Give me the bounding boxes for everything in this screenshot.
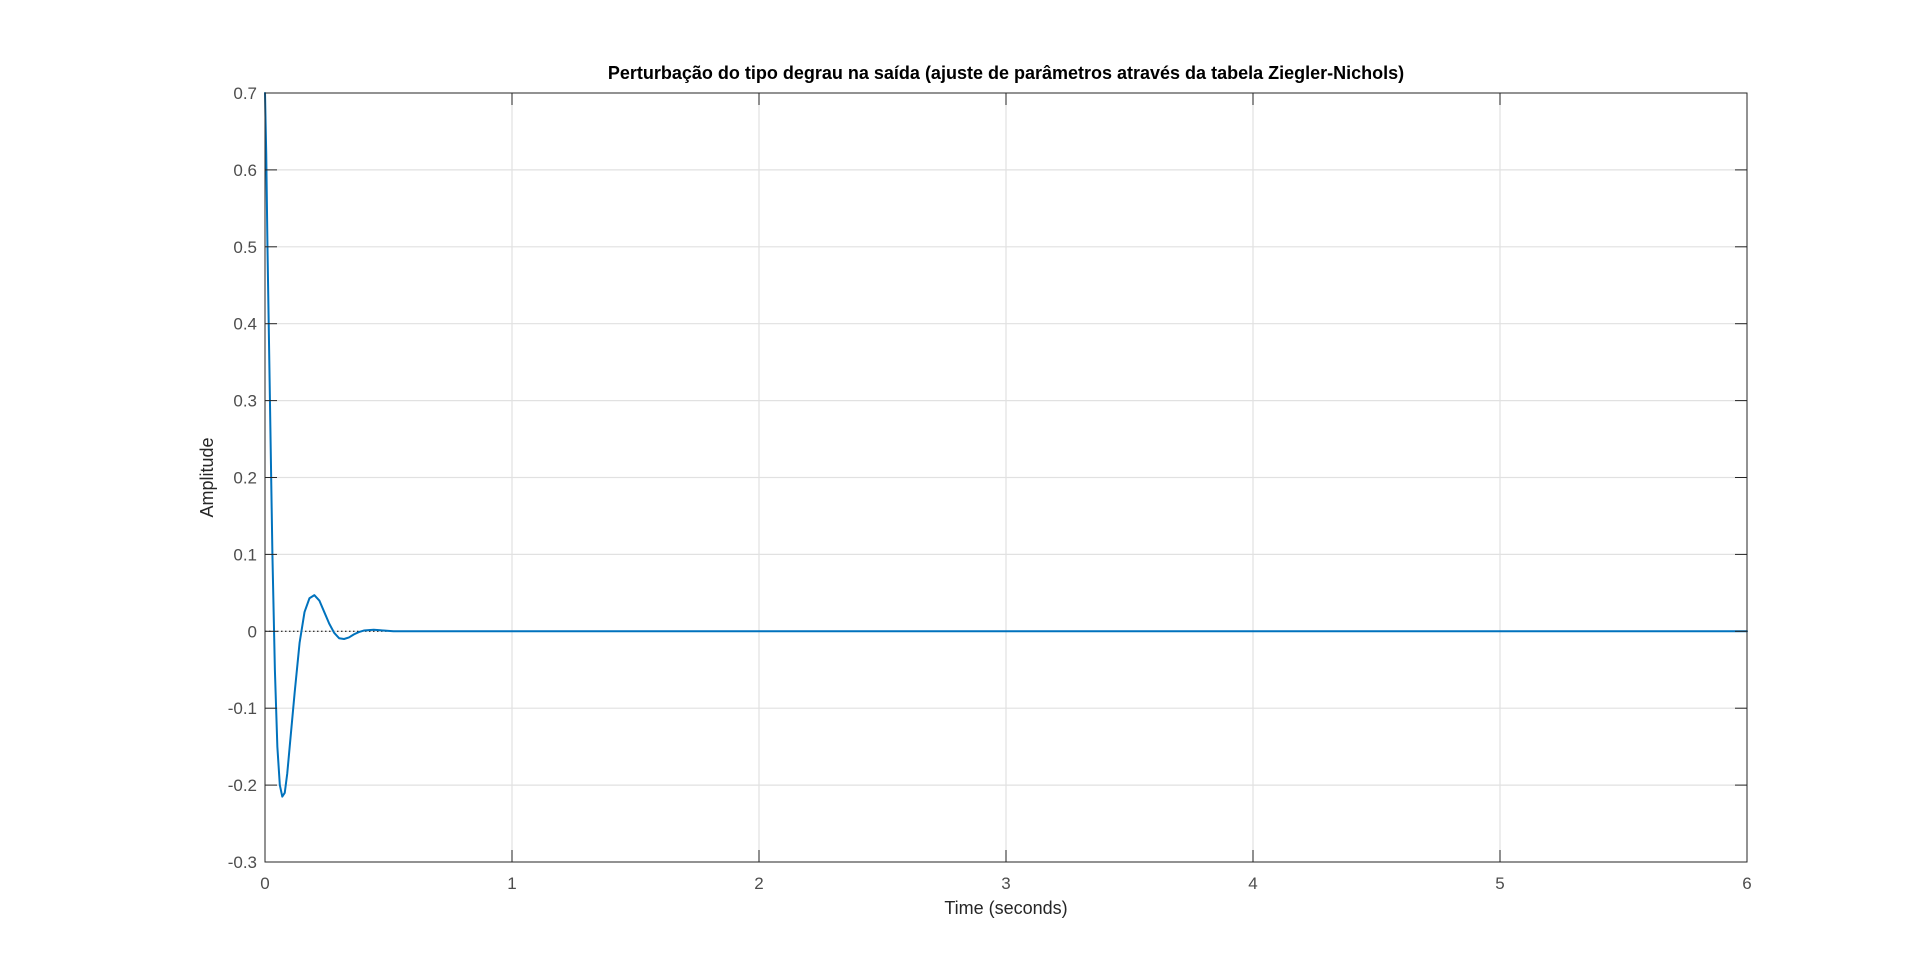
x-tick-label: 2: [754, 874, 763, 893]
y-tick-label: 0.7: [233, 84, 257, 103]
series-layer: [264, 92, 1748, 798]
x-axis-label: Time (seconds): [944, 898, 1067, 918]
x-tick-label: 4: [1248, 874, 1257, 893]
x-tick-label: 1: [507, 874, 516, 893]
y-tick-label: -0.1: [228, 699, 257, 718]
y-tick-label: 0.6: [233, 161, 257, 180]
y-tick-label: 0: [248, 622, 257, 641]
y-tick-label: 0.4: [233, 315, 257, 334]
x-tick-label: 3: [1001, 874, 1010, 893]
chart-title: Perturbação do tipo degrau na saída (aju…: [608, 63, 1404, 83]
y-tick-label: 0.2: [233, 469, 257, 488]
y-tick-labels: -0.3 -0.2 -0.1 0 0.1 0.2 0.3 0.4 0.5 0.6 0.7: [228, 84, 257, 872]
ticks: [264, 92, 1748, 863]
x-tick-label: 0: [260, 874, 269, 893]
y-tick-label: -0.3: [228, 853, 257, 872]
x-tick-label: 5: [1495, 874, 1504, 893]
series-line-0: [264, 92, 1748, 798]
y-tick-label: 0.5: [233, 238, 257, 257]
x-tick-label: 6: [1742, 874, 1751, 893]
y-tick-label: -0.2: [228, 776, 257, 795]
x-tick-labels: 0 1 2 3 4 5 6: [260, 874, 1751, 893]
y-tick-label: 0.1: [233, 545, 257, 564]
y-axis-label: Amplitude: [197, 437, 217, 517]
y-tick-label: 0.3: [233, 392, 257, 411]
